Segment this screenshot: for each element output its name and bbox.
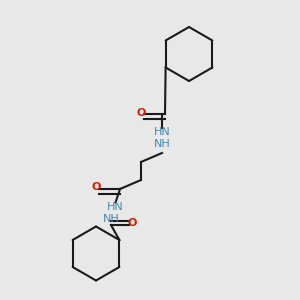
Text: NH: NH bbox=[103, 214, 119, 224]
Text: O: O bbox=[136, 107, 146, 118]
Text: HN: HN bbox=[154, 127, 170, 137]
Text: O: O bbox=[127, 218, 137, 228]
Text: HN: HN bbox=[107, 202, 124, 212]
Text: NH: NH bbox=[154, 139, 170, 149]
Text: O: O bbox=[91, 182, 101, 193]
